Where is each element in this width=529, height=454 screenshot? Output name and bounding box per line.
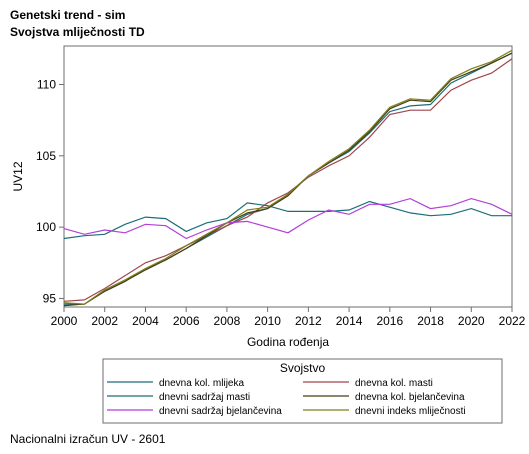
x-tick-label: 2002 xyxy=(91,314,118,328)
y-tick-label: 95 xyxy=(43,291,57,305)
legend-label-6: dnevni indeks mliječnosti xyxy=(355,406,466,417)
y-tick-label: 110 xyxy=(37,78,56,92)
x-tick-label: 2010 xyxy=(254,314,281,328)
series-line-4 xyxy=(63,52,513,307)
legend-box xyxy=(102,358,503,424)
plot-frame xyxy=(63,45,513,308)
series-line-3 xyxy=(63,200,512,240)
footer-note: Nacionalni izračun UV - 2601 xyxy=(10,432,166,446)
x-tick-label: 2020 xyxy=(458,314,485,328)
chart-title: Genetski trend - sim xyxy=(10,8,126,22)
x-tick-label: 2012 xyxy=(295,314,322,328)
legend-label-1: dnevna kol. mlijeka xyxy=(159,378,244,389)
legend-label-2: dnevna kol. masti xyxy=(355,378,433,389)
legend-label-3: dnevni sadržaj masti xyxy=(159,392,250,403)
x-tick-label: 2004 xyxy=(132,314,159,328)
x-tick-label: 2016 xyxy=(376,314,403,328)
x-tick-label: 2008 xyxy=(214,314,241,328)
legend-title: Svojstvo xyxy=(280,361,326,375)
x-tick-label: 2006 xyxy=(173,314,200,328)
y-tick-label: 105 xyxy=(36,149,56,163)
x-tick-label: 2014 xyxy=(336,314,363,328)
chart-subtitle: Svojstva mliječnosti TD xyxy=(10,25,145,39)
legend-label-5: dnevni sadržaj bjelančevina xyxy=(159,406,282,417)
x-axis-label: Godina rođenja xyxy=(247,335,329,349)
x-tick-label: 2018 xyxy=(417,314,444,328)
y-tick-label: 100 xyxy=(36,220,56,234)
y-axis-label: UV12 xyxy=(11,161,25,191)
series-line-2 xyxy=(63,58,513,302)
series-line-5 xyxy=(63,197,513,240)
series-line-6 xyxy=(63,49,513,305)
x-tick-label: 2000 xyxy=(51,314,78,328)
legend-label-4: dnevna kol. bjelančevina xyxy=(355,392,465,403)
x-tick-label: 2022 xyxy=(499,314,526,328)
series-line-1 xyxy=(64,52,513,305)
